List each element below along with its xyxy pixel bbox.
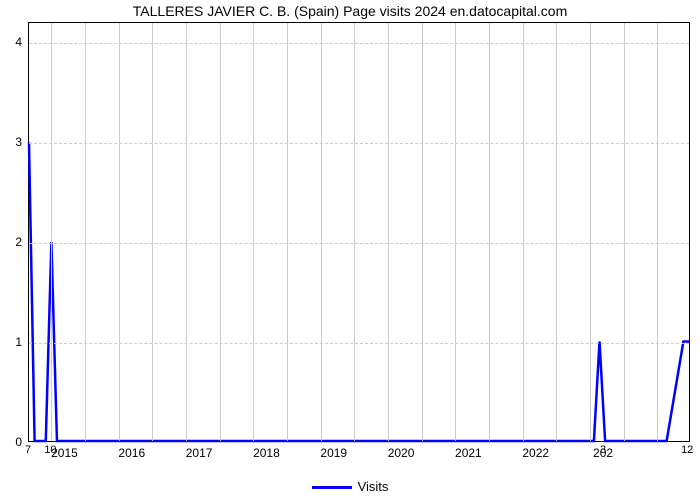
x-tick-label: 2022 [522,446,549,460]
x-tick-label: 2016 [118,446,145,460]
chart-container: TALLERES JAVIER C. B. (Spain) Page visit… [0,0,700,500]
x-tick-label: 2018 [253,446,280,460]
gridline-vertical [220,23,221,441]
gridline-vertical [287,23,288,441]
data-point-label: 3 [600,444,606,456]
y-tick-label: 4 [2,35,22,49]
gridline-vertical [186,23,187,441]
legend-swatch [312,486,352,489]
gridline-vertical [523,23,524,441]
legend: Visits [0,479,700,494]
y-tick-label: 1 [2,335,22,349]
gridline-vertical [354,23,355,441]
gridline-vertical [321,23,322,441]
y-tick-label: 3 [2,135,22,149]
chart-title: TALLERES JAVIER C. B. (Spain) Page visit… [0,3,700,19]
gridline-horizontal [29,43,689,44]
data-point-label: 12 [681,444,693,456]
gridline-vertical [455,23,456,441]
gridline-vertical [51,23,52,441]
gridline-vertical [590,23,591,441]
x-tick-label: 2021 [455,446,482,460]
legend-label: Visits [358,479,389,494]
y-tick-label: 0 [2,435,22,449]
gridline-vertical [388,23,389,441]
gridline-horizontal [29,243,689,244]
x-tick-label: 2017 [186,446,213,460]
data-point-label: 10 [44,444,56,456]
gridline-vertical [556,23,557,441]
gridline-horizontal [29,143,689,144]
gridline-vertical [422,23,423,441]
gridline-horizontal [29,343,689,344]
x-tick-label: 2019 [320,446,347,460]
x-tick-label: 2020 [388,446,415,460]
gridline-vertical [657,23,658,441]
y-tick-label: 2 [2,235,22,249]
gridline-vertical [253,23,254,441]
data-point-label: 7 [25,444,31,456]
gridline-vertical [119,23,120,441]
gridline-vertical [489,23,490,441]
gridline-vertical [85,23,86,441]
gridline-vertical [152,23,153,441]
plot-area [28,22,690,442]
gridline-vertical [624,23,625,441]
